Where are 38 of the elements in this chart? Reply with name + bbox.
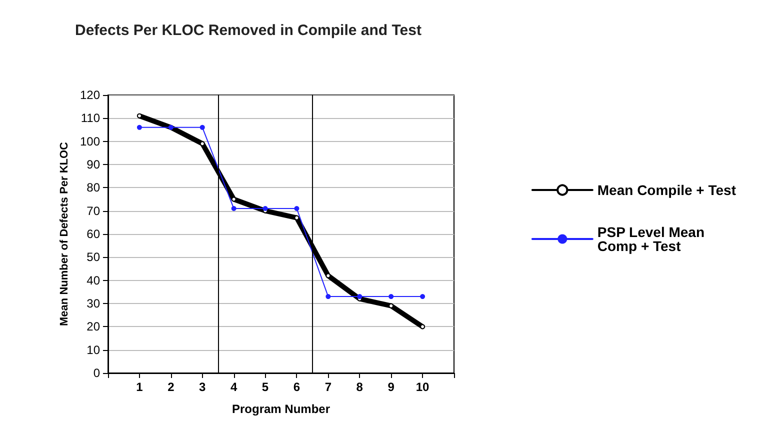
y-tick-label: 110 bbox=[80, 111, 100, 126]
point bbox=[231, 206, 236, 212]
y-tick-label: 90 bbox=[86, 158, 100, 172]
legend-label: Mean Compile + Test bbox=[597, 182, 736, 198]
legend-label: PSP Level Mean Comp + Test bbox=[597, 224, 708, 254]
x-tick-label: 10 bbox=[416, 380, 430, 394]
point bbox=[420, 324, 426, 330]
point bbox=[200, 124, 205, 130]
y-tick-label: 0 bbox=[93, 366, 100, 380]
y-tick-label: 40 bbox=[86, 273, 100, 288]
point bbox=[388, 294, 394, 300]
x-tick-label: 9 bbox=[388, 380, 395, 394]
point bbox=[200, 141, 205, 146]
y-axis-title: Mean Number of Defects Per KLOC bbox=[58, 142, 70, 326]
y-tick-label: 60 bbox=[86, 227, 100, 241]
x-tick-label: 8 bbox=[356, 380, 364, 394]
point bbox=[294, 206, 300, 212]
x-tick-label: 2 bbox=[168, 380, 175, 394]
x-tick-label: 4 bbox=[230, 380, 238, 394]
x-tick-label: 3 bbox=[199, 380, 206, 394]
x-axis-title: Program Number bbox=[232, 402, 330, 416]
x-tick-label: 7 bbox=[324, 380, 332, 394]
y-tick-label: 10 bbox=[86, 342, 100, 357]
point bbox=[136, 124, 142, 130]
point bbox=[326, 294, 331, 300]
y-tick-label: 100 bbox=[80, 134, 100, 148]
x-tick-label: 5 bbox=[262, 380, 269, 394]
point bbox=[326, 273, 331, 278]
y-tick-label: 120 bbox=[80, 88, 100, 102]
y-tick-label: 50 bbox=[86, 250, 100, 264]
x-tick-label: 6 bbox=[293, 380, 300, 394]
point bbox=[420, 294, 426, 300]
chart-title: Defects Per KLOC Removed in Compile and Test bbox=[75, 22, 422, 39]
x-tick-label: 1 bbox=[136, 380, 144, 394]
y-tick-label: 20 bbox=[86, 320, 100, 334]
y-tick-label: 30 bbox=[86, 296, 100, 310]
y-tick-label: 80 bbox=[86, 180, 100, 195]
y-tick-label: 70 bbox=[86, 204, 100, 218]
